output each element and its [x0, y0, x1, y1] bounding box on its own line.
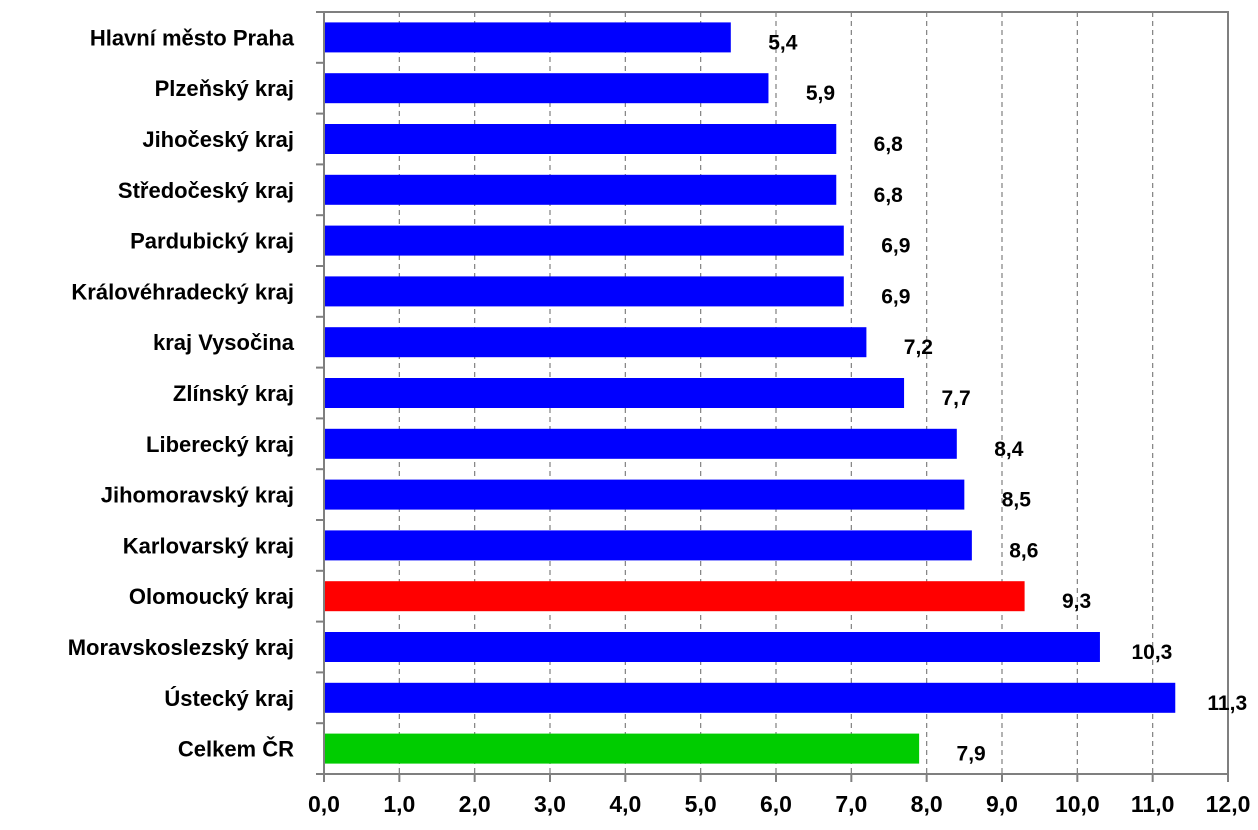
x-tick-label: 6,0 [760, 791, 792, 817]
category-label: Moravskoslezský kraj [68, 635, 294, 660]
data-label: 6,9 [881, 285, 910, 308]
x-tick-label: 12,0 [1206, 791, 1251, 817]
data-label: 6,9 [881, 235, 910, 258]
bar [325, 225, 844, 256]
labels: Hlavní město Praha 5,4 Plzeňský kraj 5,9 Jih… [68, 25, 1251, 817]
data-label: 7,2 [904, 336, 933, 359]
category-label: Jihomoravský kraj [101, 483, 294, 508]
data-label: 9,3 [1062, 590, 1091, 613]
bar [325, 682, 1176, 713]
category-label: Plzeňský kraj [155, 76, 294, 101]
category-label: Olomoucký kraj [129, 584, 294, 609]
x-tick-label: 3,0 [534, 791, 566, 817]
data-label: 5,4 [768, 31, 798, 54]
category-label: Liberecký kraj [146, 432, 294, 457]
category-label: Celkem ČR [178, 737, 294, 762]
bar [325, 530, 972, 561]
data-label: 7,9 [957, 743, 986, 766]
category-label: Hlavní město Praha [90, 25, 295, 50]
data-label: 6,8 [874, 184, 904, 207]
x-tick-label: 9,0 [986, 791, 1018, 817]
bar [325, 428, 957, 459]
category-label: Středočeský kraj [118, 178, 294, 203]
x-tick-label: 2,0 [459, 791, 491, 817]
data-label: 5,9 [806, 82, 835, 105]
bar [325, 632, 1100, 662]
category-label: kraj Vysočina [153, 330, 295, 355]
x-tick-label: 10,0 [1055, 791, 1100, 817]
bar [325, 378, 905, 408]
data-label: 11,3 [1207, 692, 1247, 715]
bar [325, 479, 965, 510]
x-tick-label: 0,0 [308, 791, 340, 817]
x-tick-label: 4,0 [609, 791, 641, 817]
data-label: 6,8 [874, 133, 904, 156]
category-label: Ústecký kraj [164, 686, 294, 711]
bar [325, 276, 844, 307]
x-tick-label: 8,0 [911, 791, 943, 817]
bar [325, 124, 837, 154]
bars [325, 22, 1176, 764]
bar [325, 73, 769, 104]
bar [325, 327, 867, 358]
plot-area-frame [323, 11, 1229, 775]
data-label: 8,6 [1009, 539, 1038, 562]
bar [325, 581, 1025, 612]
category-label: Královéhradecký kraj [71, 279, 294, 304]
category-label: Pardubický kraj [130, 229, 294, 254]
x-tick-label: 7,0 [835, 791, 867, 817]
data-label: 8,5 [1002, 489, 1032, 512]
data-label: 10,3 [1131, 641, 1172, 664]
x-tick-label: 11,0 [1131, 791, 1175, 817]
category-label: Jihočeský kraj [142, 127, 294, 152]
x-tick-label: 5,0 [685, 791, 717, 817]
data-label: 8,4 [994, 438, 1024, 461]
bar [325, 174, 837, 205]
bar [325, 22, 731, 53]
bar [325, 733, 920, 764]
category-label: Karlovarský kraj [123, 533, 294, 558]
category-label: Zlínský kraj [173, 381, 294, 406]
data-label: 7,7 [941, 387, 970, 410]
x-tick-label: 1,0 [383, 791, 415, 817]
